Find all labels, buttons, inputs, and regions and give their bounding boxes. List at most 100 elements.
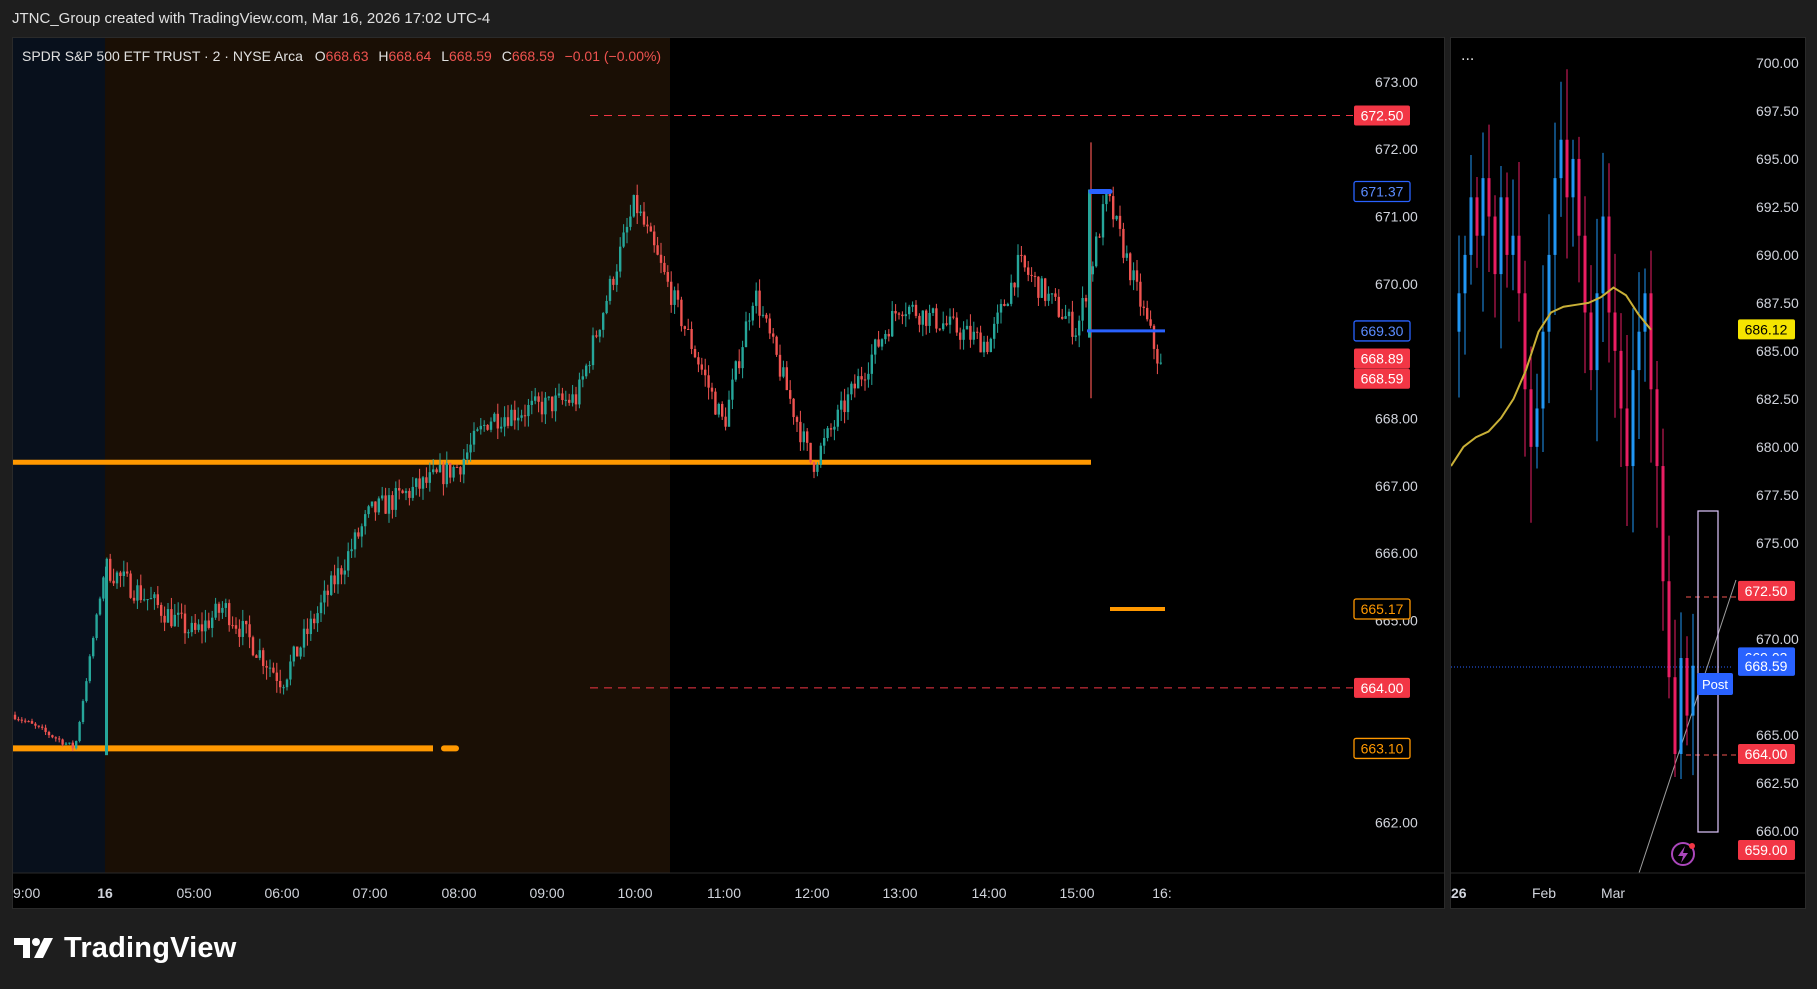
side-price-axis-bg[interactable]	[1737, 38, 1805, 873]
daily-chart[interactable]: 700.00 697.50 695.00 692.50 690.00 687.50 685.…	[1450, 38, 1805, 908]
candle-body	[353, 532, 357, 550]
candle-body	[391, 495, 394, 510]
candle-body	[54, 737, 57, 739]
candle-body	[880, 339, 884, 347]
candle-body	[768, 318, 771, 334]
price-tick: 700.00	[1756, 55, 1799, 71]
candle-body	[585, 365, 588, 377]
time-tick: 11:00	[707, 885, 741, 901]
candle-body	[894, 311, 897, 314]
candle-body	[959, 332, 962, 340]
flash-icon[interactable]	[1671, 842, 1695, 866]
candle-body	[1040, 278, 1043, 298]
daily-candle-body	[1565, 139, 1569, 198]
price-tick: 672.00	[1375, 141, 1418, 157]
candle-body	[217, 603, 221, 613]
candle-body	[489, 421, 493, 430]
daily-candle-body	[1559, 139, 1563, 179]
price-tick: 685.00	[1756, 343, 1799, 359]
candle-body	[1156, 348, 1159, 364]
candle-body	[64, 743, 68, 745]
candle-body	[350, 549, 353, 552]
candle-body	[190, 622, 193, 633]
candle-body	[1016, 254, 1020, 288]
candle-body	[1112, 196, 1115, 220]
time-tick: 06:00	[264, 885, 299, 901]
candle-body	[999, 303, 1003, 313]
candle-body	[836, 409, 839, 427]
candle-body	[245, 620, 248, 625]
candle-body	[857, 376, 860, 389]
daily-candle-body	[1547, 254, 1551, 332]
tradingview-logo[interactable]: TradingView	[14, 930, 237, 966]
price-tick: 671.00	[1375, 208, 1418, 224]
candle-body	[459, 467, 462, 475]
candle-body	[690, 329, 693, 350]
tradingview-brand: TradingView	[64, 931, 237, 964]
candle-body	[58, 738, 61, 740]
candle-body	[534, 396, 537, 401]
candle-body	[863, 379, 867, 381]
candle-body	[1135, 270, 1139, 282]
intraday-chart[interactable]: 673.00 672.00 671.00 670.00 668.00 667.00 666.…	[13, 38, 1444, 908]
price-axis-bg[interactable]	[1353, 38, 1444, 873]
legend-high-value: 668.64	[389, 48, 432, 64]
candle-body	[785, 367, 788, 391]
candle-body	[503, 417, 506, 427]
candle-body	[765, 314, 768, 319]
candle-body	[778, 354, 782, 377]
price-tick: 695.00	[1756, 151, 1799, 167]
price-label-box	[1353, 320, 1411, 342]
price-tick: 668.00	[1375, 410, 1418, 426]
candle-body	[513, 409, 516, 421]
side-legend-menu[interactable]: ...	[1461, 47, 1474, 64]
candle-body	[982, 341, 986, 353]
time-tick: Feb	[1532, 885, 1556, 901]
candle-body	[564, 399, 567, 401]
candle-body	[428, 472, 431, 483]
candle-body	[289, 661, 292, 680]
daily-candle-body	[1691, 665, 1695, 716]
candle-body	[231, 625, 234, 627]
candle-body	[119, 572, 122, 577]
candle-body	[313, 618, 316, 624]
candle-body	[296, 646, 299, 657]
candle-body	[486, 424, 489, 430]
legend-low-label: L	[441, 48, 449, 64]
candle-body	[61, 739, 64, 745]
candle-body	[595, 335, 598, 337]
daily-candle-body	[1481, 178, 1485, 236]
candle-body	[1037, 276, 1040, 298]
candle-body	[466, 452, 469, 459]
candle-body	[714, 391, 717, 415]
candle-body	[1057, 296, 1060, 317]
candle-body	[622, 232, 625, 247]
price-label: 663.10	[1361, 740, 1404, 756]
candle-body	[891, 311, 894, 337]
candle-body	[360, 526, 363, 537]
candle-body	[547, 396, 550, 398]
daily-chart-panel[interactable]: 700.00 697.50 695.00 692.50 690.00 687.50 685.…	[1450, 37, 1806, 909]
time-tick: 26	[1451, 885, 1467, 901]
candle-body	[710, 387, 714, 392]
candle-body	[336, 568, 340, 585]
intraday-chart-panel[interactable]: 673.00 672.00 671.00 670.00 668.00 667.00 666.…	[12, 37, 1445, 909]
candle-body	[792, 398, 795, 418]
candle-body	[517, 417, 520, 421]
candle-body	[1010, 282, 1013, 304]
post-badge[interactable]: Post	[1697, 673, 1733, 695]
price-tick: 666.00	[1375, 545, 1418, 561]
candle-body	[724, 416, 727, 427]
candle-body	[24, 720, 27, 722]
candle-body	[394, 488, 397, 510]
candle-body	[520, 415, 523, 418]
candle-body	[806, 431, 809, 443]
candle-body	[1142, 306, 1145, 308]
candle-body	[1030, 274, 1033, 276]
price-tick: 687.50	[1756, 295, 1799, 311]
candle-body	[734, 361, 737, 380]
candle-body	[904, 314, 907, 317]
candle-body	[1152, 325, 1156, 349]
candle-body	[908, 306, 911, 315]
candle-body	[738, 361, 741, 369]
